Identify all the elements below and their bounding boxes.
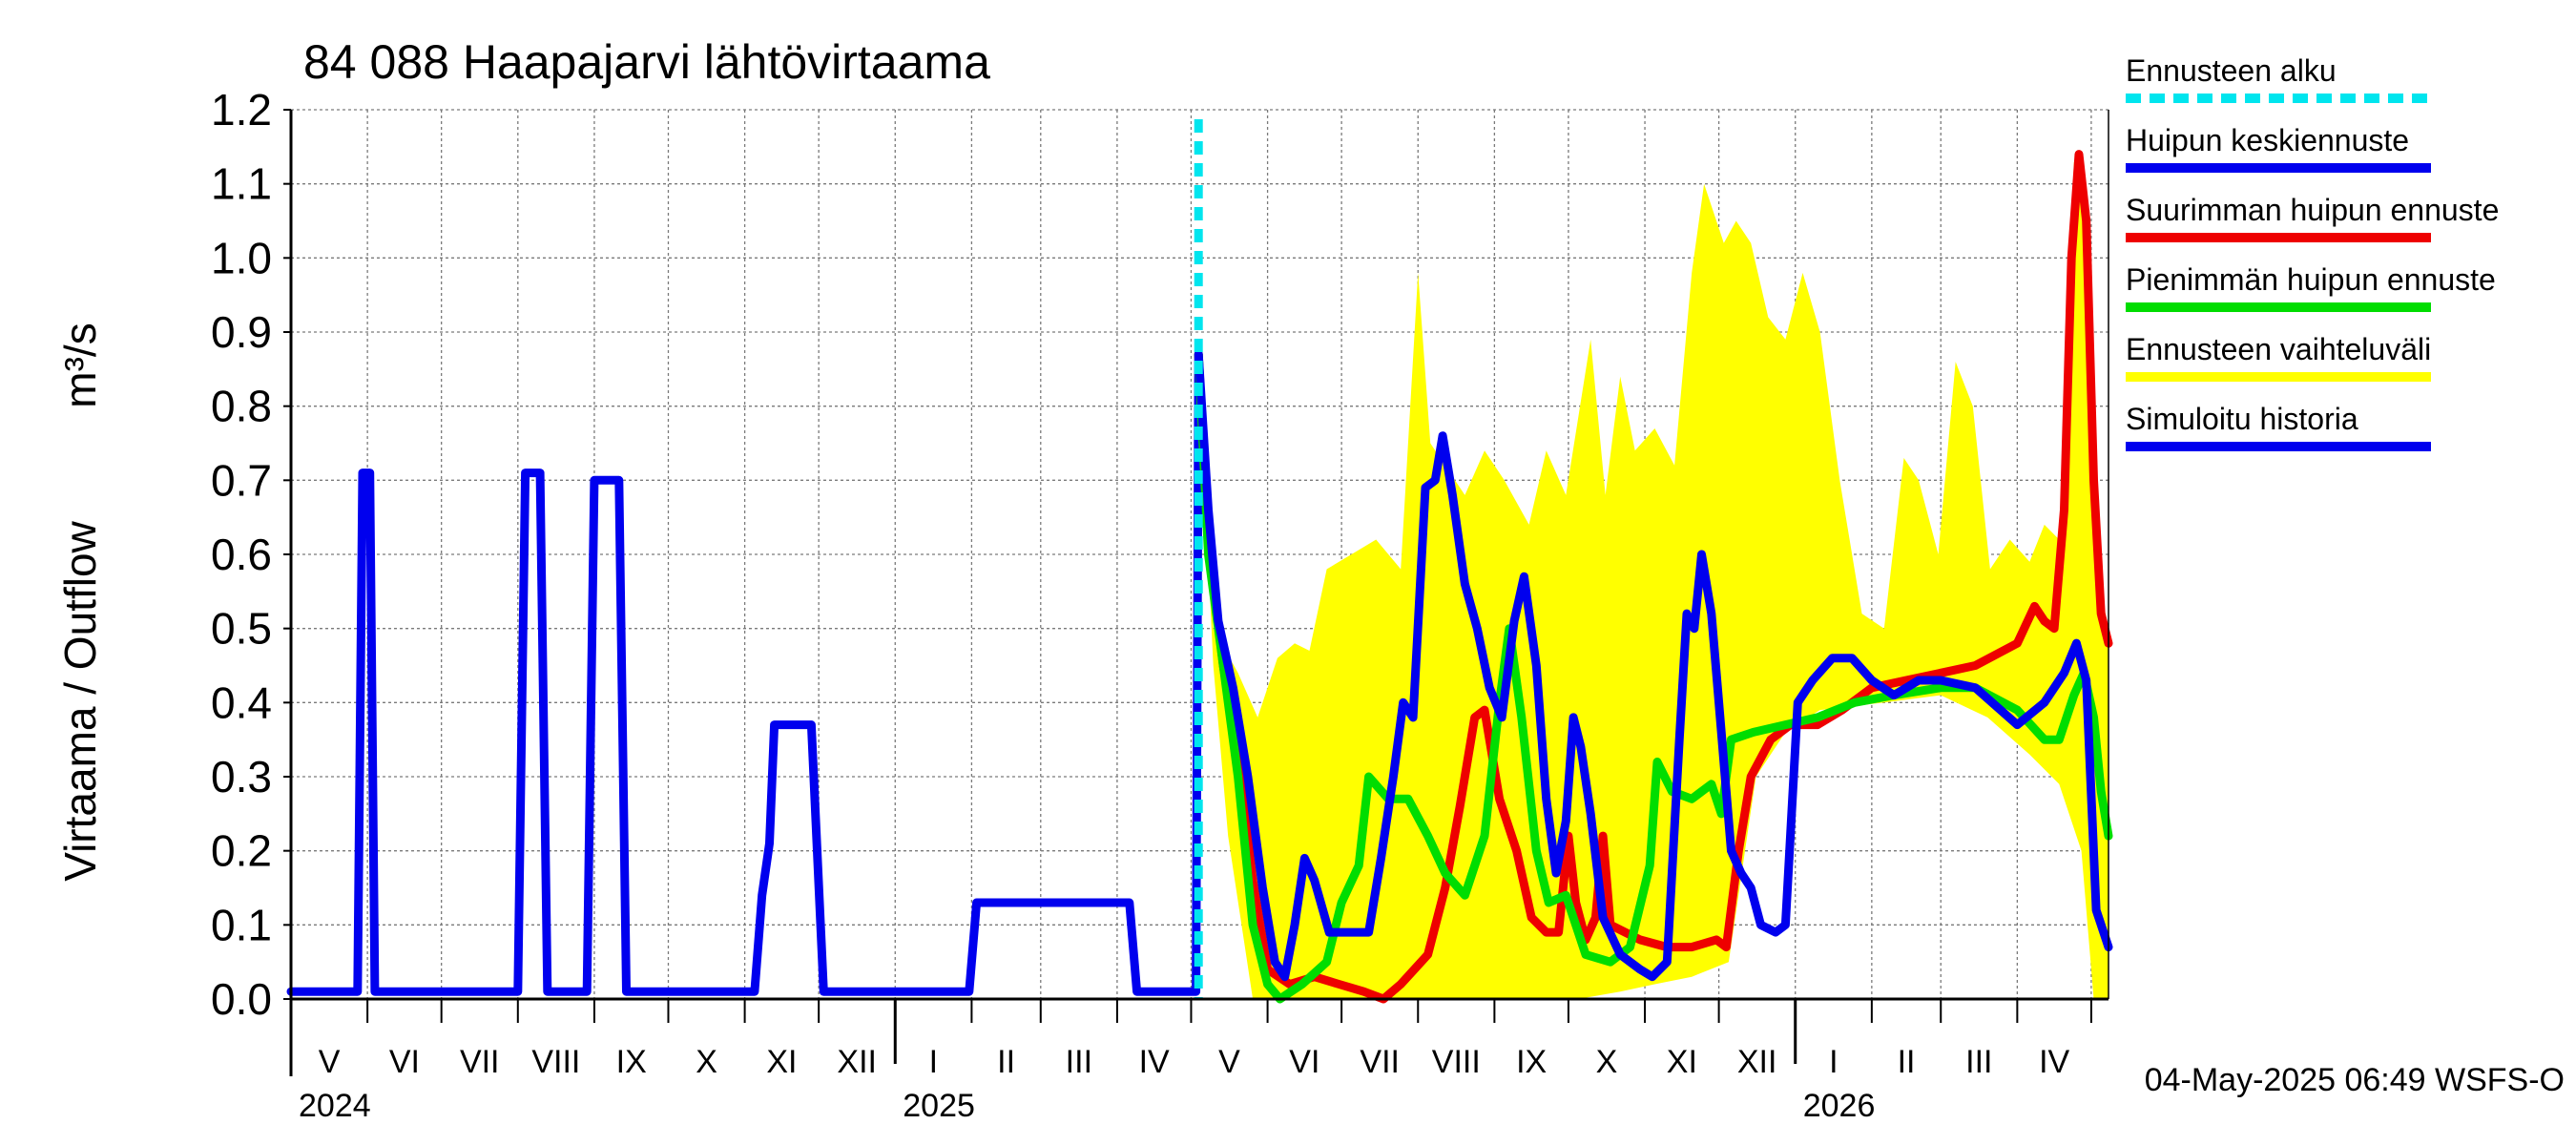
x-month-label: XI bbox=[1667, 1044, 1697, 1080]
series-suurimman-huipun-ennuste bbox=[1194, 150, 2113, 1004]
x-month-label: V bbox=[319, 1044, 341, 1080]
x-month-label: VIII bbox=[1432, 1044, 1481, 1080]
y-tick-label: 0.7 bbox=[211, 455, 272, 505]
x-month-label: IX bbox=[616, 1044, 647, 1080]
x-month-label: V bbox=[1218, 1044, 1240, 1080]
x-month-label: VI bbox=[1289, 1044, 1319, 1080]
y-tick-label: 1.1 bbox=[211, 159, 272, 209]
legend-label: Suurimman huipun ennuste bbox=[2126, 193, 2499, 227]
x-month-label: VII bbox=[460, 1044, 500, 1080]
x-year-label: 2024 bbox=[299, 1088, 371, 1124]
x-month-label: I bbox=[929, 1044, 938, 1080]
forecast-range-band bbox=[1198, 161, 2109, 999]
y-tick-label: 1.2 bbox=[211, 85, 272, 135]
x-month-label: VI bbox=[389, 1044, 420, 1080]
y-tick-label: 0.2 bbox=[211, 826, 272, 876]
y-tick-label: 0.6 bbox=[211, 530, 272, 579]
y-tick-label: 0.3 bbox=[211, 752, 272, 802]
y-tick-label: 1.0 bbox=[211, 233, 272, 282]
legend: Ennusteen alku Huipun keskiennuste Suurimm… bbox=[2126, 53, 2499, 451]
legend-label: Pienimmän huipun ennuste bbox=[2126, 262, 2496, 297]
x-month-label: X bbox=[696, 1044, 717, 1080]
x-month-label: VIII bbox=[531, 1044, 580, 1080]
series-simuloitu-historia bbox=[286, 349, 1203, 996]
legend-label: Ennusteen vaihteluväli bbox=[2126, 332, 2431, 366]
y-tick-label: 0.8 bbox=[211, 382, 272, 431]
y-axis-unit: m³/s bbox=[55, 323, 105, 407]
x-month-label: IV bbox=[1139, 1044, 1170, 1080]
x-year-label: 2025 bbox=[903, 1088, 975, 1124]
x-month-label: IX bbox=[1516, 1044, 1547, 1080]
legend-label: Simuloitu historia bbox=[2126, 402, 2358, 436]
timestamp-label: 04-May-2025 06:49 WSFS-O bbox=[2145, 1062, 2565, 1098]
y-tick-label: 0.9 bbox=[211, 307, 272, 357]
x-month-label: X bbox=[1596, 1044, 1618, 1080]
x-month-label: III bbox=[1066, 1044, 1092, 1080]
x-month-label: XII bbox=[837, 1044, 877, 1080]
y-tick-label: 0.5 bbox=[211, 604, 272, 654]
series-lines bbox=[286, 119, 2113, 1004]
y-axis-label: Virtaama / Outflow bbox=[55, 520, 105, 881]
series-forecast-range bbox=[1198, 161, 2109, 999]
x-year-label: 2026 bbox=[1803, 1088, 1876, 1124]
x-month-label: IV bbox=[2039, 1044, 2069, 1080]
x-month-label: XII bbox=[1737, 1044, 1777, 1080]
x-month-label: VII bbox=[1360, 1044, 1400, 1080]
x-month-label: II bbox=[997, 1044, 1015, 1080]
x-month-label: III bbox=[1965, 1044, 1992, 1080]
legend-label: Huipun keskiennuste bbox=[2126, 123, 2409, 157]
x-month-label: I bbox=[1829, 1044, 1838, 1080]
y-tick-label: 0.0 bbox=[211, 974, 272, 1024]
series-huipun-keskiennuste bbox=[1194, 349, 2113, 982]
x-month-label: XI bbox=[766, 1044, 797, 1080]
x-month-label: II bbox=[1898, 1044, 1916, 1080]
y-tick-label: 0.1 bbox=[211, 900, 272, 949]
legend-label: Ennusteen alku bbox=[2126, 53, 2337, 88]
y-tick-label: 0.4 bbox=[211, 677, 272, 727]
chart-title: 84 088 Haapajarvi lähtövirtaama bbox=[303, 35, 990, 89]
axes: 0.0 0.1 0.2 0.3 0.4 0.5 0.6 0.7 0.8 0.9 1.0 1.1 1.2 V… bbox=[211, 85, 2109, 1124]
